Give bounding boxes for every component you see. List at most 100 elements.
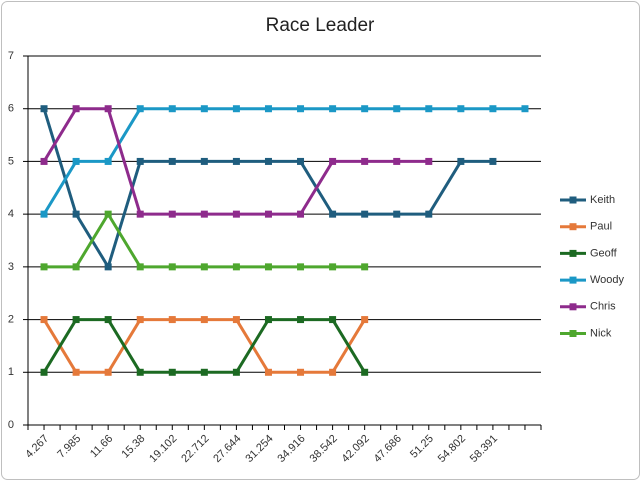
point: [104, 263, 112, 271]
point: [136, 210, 144, 218]
point: [297, 105, 305, 113]
point: [104, 210, 112, 218]
y-tick-label: 1: [8, 366, 14, 378]
y-tick-label: 6: [8, 103, 14, 115]
y-tick-label: 3: [8, 261, 14, 273]
point: [200, 316, 208, 324]
point: [136, 368, 144, 376]
legend-marker: [569, 303, 577, 311]
point: [40, 316, 48, 324]
legend-marker: [569, 330, 577, 337]
y-tick-label: 2: [8, 313, 14, 325]
point: [297, 210, 305, 218]
point: [232, 368, 240, 376]
point: [40, 263, 48, 271]
point: [168, 105, 176, 113]
point: [297, 157, 305, 165]
legend-label: Paul: [590, 221, 612, 233]
point: [264, 105, 272, 113]
legend-label: Chris: [590, 301, 616, 313]
point: [329, 368, 337, 376]
y-tick-label: 0: [8, 419, 14, 431]
point: [136, 105, 144, 113]
point: [361, 368, 369, 376]
point: [264, 157, 272, 165]
legend-marker: [569, 276, 577, 284]
point: [329, 210, 337, 218]
point: [361, 263, 369, 271]
point: [40, 368, 48, 376]
point: [40, 105, 48, 113]
point: [425, 105, 433, 113]
point: [232, 157, 240, 165]
point: [361, 105, 369, 113]
point: [168, 210, 176, 218]
point: [329, 263, 337, 271]
point: [136, 316, 144, 324]
point: [232, 263, 240, 271]
point: [104, 368, 112, 376]
point: [393, 210, 401, 218]
point: [393, 157, 401, 165]
point: [200, 157, 208, 165]
series-line: [42, 107, 525, 215]
point: [329, 105, 337, 113]
point: [521, 105, 529, 113]
point: [168, 316, 176, 324]
legend-marker: [569, 196, 577, 204]
point: [72, 157, 80, 165]
point: [200, 368, 208, 376]
point: [425, 157, 433, 165]
point: [72, 210, 80, 218]
point: [329, 157, 337, 165]
point: [297, 368, 305, 376]
point: [200, 105, 208, 113]
point: [264, 263, 272, 271]
point: [40, 210, 48, 218]
point: [297, 263, 305, 271]
y-tick-label: 5: [8, 155, 14, 167]
point: [40, 157, 48, 165]
legend-label: Woody: [590, 274, 625, 286]
point: [136, 263, 144, 271]
legend-marker: [569, 249, 577, 257]
point: [232, 210, 240, 218]
point: [264, 316, 272, 324]
point: [136, 157, 144, 165]
point: [232, 105, 240, 113]
legend-label: Geoff: [590, 247, 618, 259]
point: [264, 368, 272, 376]
point: [72, 368, 80, 376]
point: [72, 316, 80, 324]
point: [425, 210, 433, 218]
point: [72, 263, 80, 271]
point: [232, 316, 240, 324]
point: [457, 157, 465, 165]
chart-title: Race Leader: [266, 15, 375, 36]
point: [200, 263, 208, 271]
legend-marker: [569, 223, 577, 231]
point: [393, 105, 401, 113]
legend-label: Nick: [590, 327, 612, 339]
point: [104, 105, 112, 113]
point: [200, 210, 208, 218]
point: [168, 157, 176, 165]
point: [361, 157, 369, 165]
point: [168, 263, 176, 271]
y-tick-label: 4: [8, 208, 14, 220]
point: [104, 157, 112, 165]
point: [361, 210, 369, 218]
legend-label: Keith: [590, 194, 615, 206]
point: [329, 316, 337, 324]
point: [489, 105, 497, 113]
point: [104, 316, 112, 324]
y-tick-label: 7: [8, 50, 14, 62]
point: [297, 316, 305, 324]
point: [72, 105, 80, 113]
point: [168, 368, 176, 376]
point: [489, 157, 497, 165]
point: [457, 105, 465, 113]
point: [361, 316, 369, 324]
